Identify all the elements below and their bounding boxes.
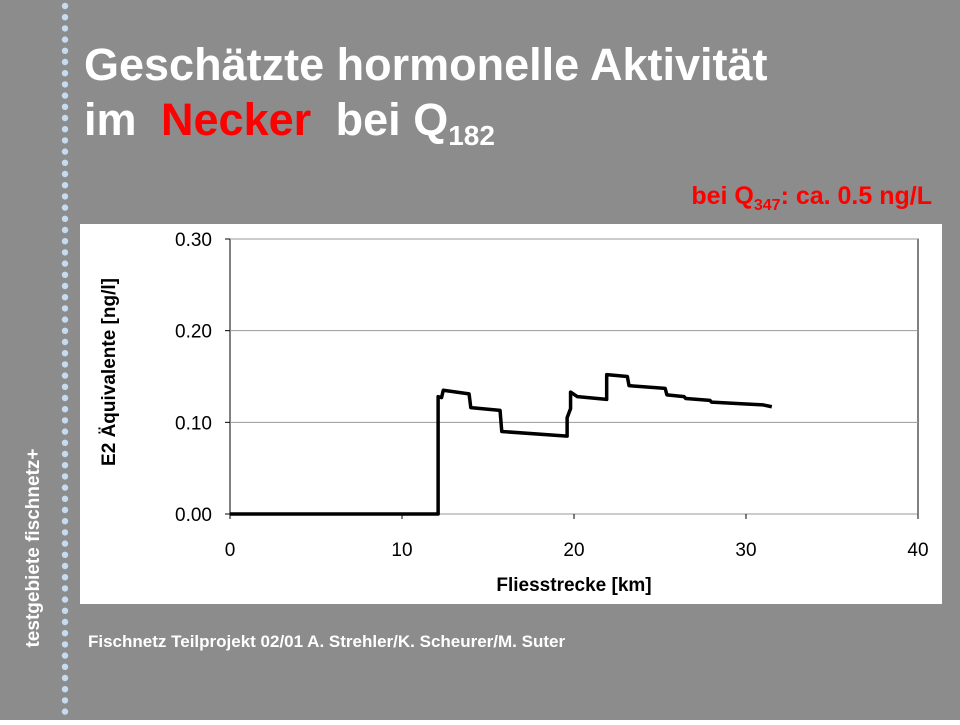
dot-column: [61, 2, 69, 715]
dot: [61, 708, 69, 715]
dot: [61, 663, 69, 670]
dot: [61, 238, 69, 245]
dot: [61, 439, 69, 446]
dot: [61, 137, 69, 144]
dot: [61, 630, 69, 637]
dot: [61, 47, 69, 54]
dot: [61, 506, 69, 514]
title-line: im Necker bei Q182: [84, 94, 495, 151]
dot: [61, 383, 69, 390]
dot: [61, 350, 69, 357]
y-tick-label: 0.20: [175, 322, 212, 343]
dot: [61, 193, 69, 200]
dot: [61, 81, 69, 88]
dot: [61, 215, 69, 222]
x-tick-label: 10: [391, 540, 412, 561]
y-tick-label: 0.10: [175, 413, 212, 434]
dot: [61, 607, 69, 614]
chart-area: [80, 224, 942, 604]
dot: [61, 92, 69, 99]
dot: [61, 58, 69, 66]
dot: [61, 562, 69, 570]
dot: [61, 697, 69, 704]
title-subscript: 182: [448, 120, 495, 151]
dot: [61, 14, 69, 21]
dot: [61, 103, 69, 111]
dot: [61, 417, 69, 424]
dot: [61, 641, 69, 648]
dot: [61, 529, 69, 536]
x-axis-label: Fliesstrecke [km]: [496, 575, 651, 596]
dot: [61, 36, 69, 43]
dot: [61, 674, 69, 682]
dot: [61, 159, 69, 166]
dot: [61, 2, 69, 10]
dot: [61, 25, 69, 32]
dot: [61, 484, 69, 491]
dot: [61, 596, 69, 603]
dot: [61, 114, 69, 122]
title-text: bei Q: [336, 94, 449, 145]
dot: [61, 338, 69, 346]
y-tick-label: 0.00: [175, 505, 212, 526]
dot: [61, 170, 69, 178]
dot: [61, 585, 69, 592]
dot: [61, 204, 69, 211]
footer: Fischnetz Teilprojekt 02/01 A. Strehler/…: [88, 632, 565, 651]
dot: [61, 686, 69, 693]
dot: [61, 462, 69, 469]
dot: [61, 327, 69, 334]
dot: [61, 428, 69, 435]
subtitle-subscript: 347: [754, 197, 781, 214]
dot: [61, 495, 69, 502]
subtitle-text: bei Q: [691, 182, 754, 210]
dot: [61, 294, 69, 301]
dot: [61, 473, 69, 480]
x-tick-label: 0: [225, 540, 236, 561]
plot: 0.00 0.10 0.20 0.30 0 10 20 30 40: [175, 230, 929, 561]
dot: [61, 450, 69, 458]
side-text: testgebiete fischnetz+: [23, 448, 44, 647]
dot: [61, 518, 69, 525]
data-line: [230, 372, 773, 516]
dot: [61, 249, 69, 256]
dot: [61, 618, 69, 626]
dot: [61, 182, 69, 189]
dot: [61, 126, 69, 133]
dot: [61, 394, 69, 402]
dot: [61, 372, 69, 379]
dot: [61, 70, 69, 77]
y-tick-label: 0.30: [175, 230, 212, 251]
dot: [61, 148, 69, 155]
subtitle: bei Q347: ca. 0.5 ng/L: [691, 182, 932, 214]
dot: [61, 551, 69, 558]
dot: [61, 282, 69, 290]
dot: [61, 305, 69, 312]
dot: [61, 226, 69, 234]
x-tick-label: 30: [735, 540, 756, 561]
title-line: Geschätzte hormonelle Aktivität: [84, 39, 768, 90]
subtitle-text: : ca. 0.5 ng/L: [781, 182, 932, 210]
dot: [61, 652, 69, 659]
dot: [61, 574, 69, 581]
dot: [61, 361, 69, 368]
x-tick-label: 40: [907, 540, 928, 561]
y-axis-label: E2 Äquivalente [ng/l]: [99, 278, 120, 466]
dot: [61, 316, 69, 323]
x-tick-label: 20: [563, 540, 584, 561]
title-text: im: [84, 94, 137, 145]
dot: [61, 540, 69, 547]
dot: [61, 271, 69, 278]
dot: [61, 406, 69, 413]
title-highlight: Necker: [161, 94, 311, 145]
dot: [61, 260, 69, 267]
